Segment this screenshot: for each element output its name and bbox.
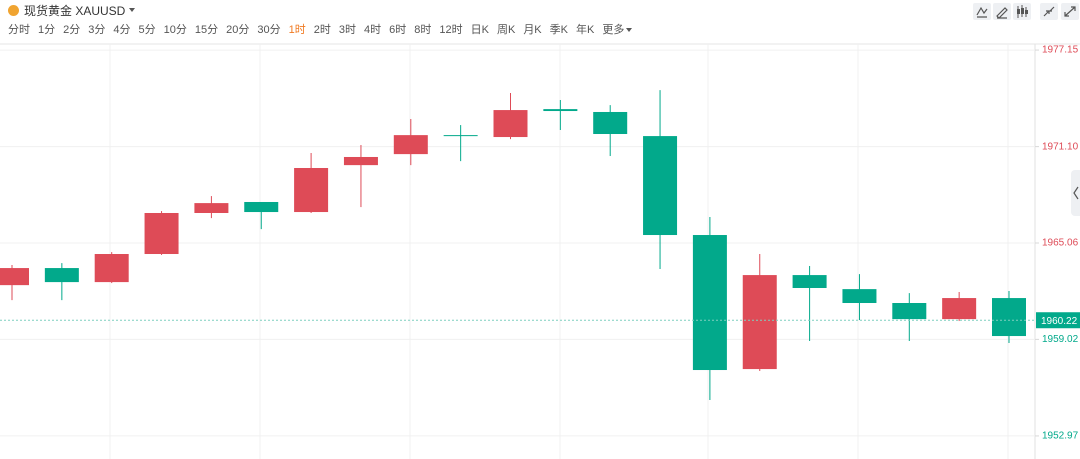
candles [0, 90, 1026, 401]
candle-body [144, 212, 179, 255]
interval-tab[interactable]: 15分 [194, 24, 219, 36]
interval-tab[interactable]: 1分 [38, 24, 56, 36]
candle-tool-icon [1017, 9, 1020, 14]
collapse-icon [1073, 186, 1079, 200]
candle-body [393, 135, 428, 155]
interval-tab[interactable]: 3分 [88, 24, 106, 36]
vertical-grid [109, 44, 1009, 459]
gold-icon [8, 4, 19, 16]
candle-body [992, 298, 1026, 337]
candle-body [343, 156, 378, 166]
interval-tab[interactable]: 8时 [414, 24, 432, 36]
shrink-icon [1043, 6, 1055, 17]
interval-tab[interactable]: 2时 [313, 24, 331, 36]
y-tick-label: 1977.15 [1042, 45, 1079, 56]
last-price-label: 1960.22 [1041, 316, 1078, 327]
interval-tab[interactable]: 10分 [163, 24, 187, 36]
candle-body [742, 275, 777, 370]
line-tool-button[interactable] [973, 3, 991, 20]
candle-body [443, 135, 478, 137]
last-price-box [1036, 312, 1080, 329]
candle-body [194, 203, 229, 213]
y-tick-label: 1952.97 [1042, 431, 1079, 442]
candle-body [244, 201, 279, 213]
interval-tab[interactable]: 年K [576, 24, 595, 36]
candle-body [493, 110, 528, 138]
interval-tab[interactable]: 4时 [364, 24, 382, 36]
candle-body [94, 254, 129, 283]
y-tick-label: 1965.06 [1042, 238, 1079, 249]
interval-tab[interactable]: 分时 [8, 24, 30, 36]
interval-tab[interactable]: 12时 [439, 24, 463, 36]
y-tick-label: 1971.10 [1042, 141, 1079, 152]
candle-body [842, 289, 877, 304]
y-tick-label: 1959.02 [1042, 334, 1079, 345]
interval-tab[interactable]: 1时 [288, 24, 306, 36]
interval-tab[interactable]: 30分 [257, 24, 281, 36]
interval-tab[interactable]: 日K [470, 24, 489, 36]
interval-tab[interactable]: 月K [523, 24, 542, 36]
interval-tabs: 分时 1分 2分 3分 4分 5分 10分 15分 20分 30分 1时 2时 3时 4时 6时 8时 12时日… [8, 21, 632, 37]
interval-tab[interactable]: 季K [549, 24, 568, 36]
line-tool-icon [976, 6, 988, 18]
candle-body [792, 275, 827, 289]
candle-body [543, 109, 578, 112]
draw-tool-icon [996, 7, 1008, 19]
interval-tab[interactable]: 4分 [113, 24, 131, 36]
candle-body [294, 167, 329, 213]
tool-buttons [973, 3, 1079, 20]
collapse-tab[interactable] [1071, 170, 1080, 216]
interval-tab[interactable]: 20分 [226, 24, 250, 36]
interval-tab[interactable]: 5分 [138, 24, 156, 36]
interval-tab[interactable]: 6时 [389, 24, 407, 36]
interval-tab[interactable]: 2分 [63, 24, 81, 36]
candle-body [692, 235, 727, 371]
candle-tool-icon [1021, 8, 1024, 14]
candle-body [44, 268, 79, 283]
candle-body [643, 136, 678, 236]
interval-tab[interactable]: 更多 [602, 21, 632, 37]
interval-tab[interactable]: 周K [496, 24, 516, 36]
symbol-selector[interactable]: 现货黄金 XAUUSD [8, 2, 136, 18]
interval-tab[interactable]: 3时 [338, 24, 356, 36]
candle-body [892, 303, 927, 320]
fullscreen-icon [1064, 6, 1076, 17]
y-axis: 1977.15 1971.10 1965.06 1959.02 1952.97 [1035, 45, 1079, 442]
symbol-name: 现货黄金 XAUUSD [24, 3, 126, 18]
candle-body [0, 268, 29, 286]
candle-body [593, 111, 628, 135]
dropdown-caret [129, 8, 136, 12]
candle-body [942, 298, 977, 320]
candle-tool-icon [1025, 10, 1028, 14]
